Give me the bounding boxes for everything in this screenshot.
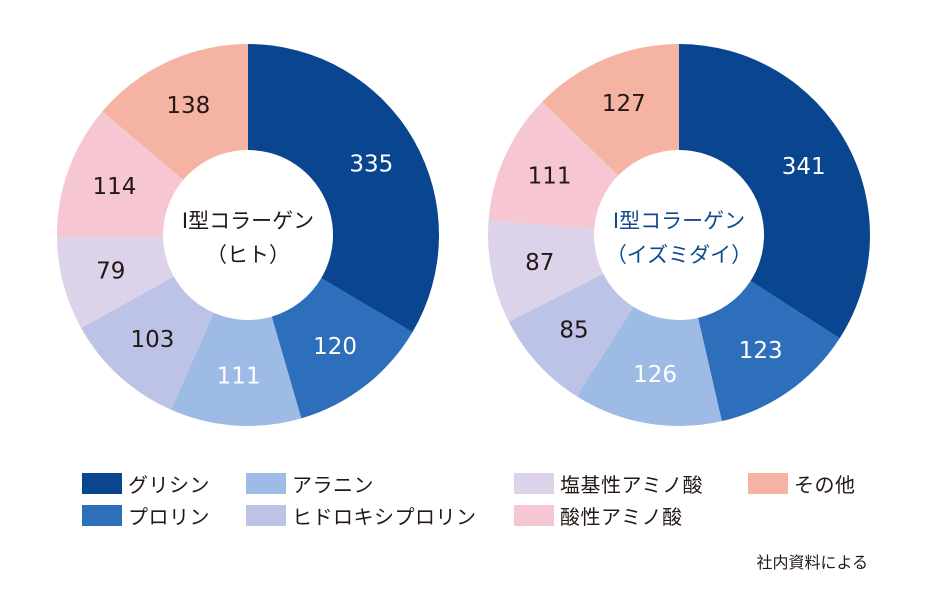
slice-2: [698, 280, 840, 422]
legend-swatch: [82, 504, 122, 526]
slice-value-label: 341: [782, 154, 826, 180]
legend-item-other: その他: [748, 470, 856, 497]
slice-1: [248, 44, 439, 333]
slice-value-label: 111: [528, 164, 572, 190]
legend-label: プロリン: [128, 504, 210, 529]
legend-label: グリシン: [128, 472, 210, 497]
slice-2: [271, 278, 413, 419]
slice-3: [171, 312, 302, 426]
slice-value-label: 138: [166, 93, 210, 119]
slice-4: [81, 276, 214, 410]
legend-item-acidic-amino-acid: 酸性アミノ酸: [514, 502, 683, 529]
source-note: 社内資料による: [756, 553, 868, 572]
legend-swatch: [514, 504, 554, 526]
slice-value-label: 114: [92, 174, 136, 200]
legend-label: その他: [794, 472, 856, 497]
legend-swatch: [82, 472, 122, 494]
chart-center-title: Ⅰ型コラーゲン: [182, 209, 314, 233]
slice-value-label: 111: [217, 364, 261, 390]
legend: グリシン プロリン アラニン ヒドロキシプロリン 塩基性アミノ酸 酸性アミノ酸 …: [0, 468, 932, 538]
legend-label: ヒドロキシプロリン: [292, 504, 477, 529]
slice-value-label: 123: [739, 338, 783, 364]
legend-label: アラニン: [292, 472, 374, 497]
chart-center-title: Ⅰ型コラーゲン: [613, 209, 745, 233]
legend-swatch: [246, 472, 286, 494]
slice-value-label: 103: [130, 327, 174, 353]
legend-item-hydroxyproline: ヒドロキシプロリン: [246, 502, 477, 529]
slice-value-label: 335: [349, 152, 393, 178]
slice-5: [57, 236, 174, 329]
legend-item-glycine: グリシン: [82, 470, 210, 497]
slice-value-label: 79: [96, 259, 125, 285]
legend-label: 酸性アミノ酸: [560, 504, 683, 529]
chart-center-title: （イズミダイ）: [606, 243, 752, 267]
donut-charts: 335 120 111 103 79 114 138 Ⅰ型コラーゲン （ヒト） 341 123 126…: [57, 43, 870, 426]
donut-chart-2: 341 123 126 85 87 111 127 Ⅰ型コラーゲン （イズミダイ）: [488, 43, 870, 426]
legend-swatch: [748, 472, 788, 494]
legend-item-proline: プロリン: [82, 502, 210, 529]
donut-chart-1: 335 120 111 103 79 114 138 Ⅰ型コラーゲン （ヒト）: [57, 44, 439, 426]
slice-6: [57, 111, 184, 238]
slice-7: [542, 43, 679, 176]
slice-5: [488, 220, 604, 322]
chart-center-title: （ヒト）: [206, 243, 290, 267]
slice-1: [679, 44, 870, 339]
legend-swatch: [514, 472, 554, 494]
slice-4: [508, 273, 634, 397]
slice-value-label: 120: [313, 334, 357, 360]
slice-value-label: 126: [633, 362, 677, 388]
legend-item-basic-amino-acid: 塩基性アミノ酸: [514, 470, 704, 497]
legend-item-alanine: アラニン: [246, 470, 374, 497]
slice-7: [102, 44, 249, 181]
slice-value-label: 85: [559, 318, 588, 344]
slice-value-label: 87: [525, 250, 554, 276]
legend-label: 塩基性アミノ酸: [560, 472, 704, 497]
legend-swatch: [246, 504, 286, 526]
slice-value-label: 127: [602, 91, 646, 117]
slice-6: [488, 101, 619, 229]
slice-3: [576, 306, 722, 426]
